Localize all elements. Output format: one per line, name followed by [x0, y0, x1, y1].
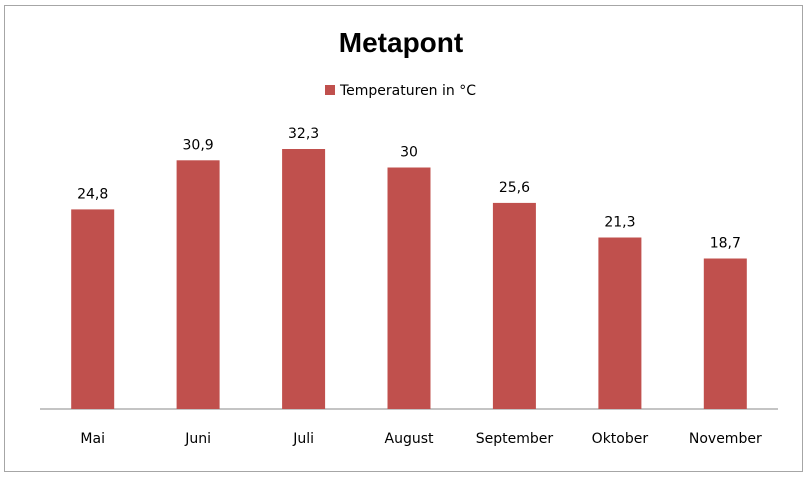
bar-juni — [176, 160, 220, 409]
data-label-november: 18,7 — [710, 236, 741, 252]
legend: Temperaturen in °C — [325, 83, 476, 99]
data-label-august: 30 — [400, 145, 418, 161]
bars-group — [71, 149, 747, 409]
chart-title: Metapont — [339, 27, 463, 58]
bar-september — [492, 202, 536, 409]
data-label-oktober: 21,3 — [604, 215, 635, 231]
bar-november — [703, 258, 747, 409]
x-tick-label-august: August — [385, 431, 435, 447]
legend-label: Temperaturen in °C — [339, 83, 476, 99]
x-tick-label-september: September — [476, 431, 554, 447]
bar-mai — [71, 209, 115, 409]
bar-juli — [282, 149, 326, 409]
legend-swatch — [325, 85, 335, 95]
data-label-juni: 30,9 — [183, 137, 214, 153]
data-label-september: 25,6 — [499, 180, 530, 196]
data-label-mai: 24,8 — [77, 186, 108, 202]
x-tick-label-juni: Juni — [184, 431, 211, 447]
data-labels-group: 24,8 30,9 32,3 30 25,6 21,3 18,7 — [77, 126, 741, 252]
data-label-juli: 32,3 — [288, 126, 319, 142]
x-tick-label-mai: Mai — [80, 431, 105, 447]
bar-oktober — [598, 237, 642, 409]
x-tick-label-oktober: Oktober — [592, 431, 649, 447]
bar-august — [387, 167, 431, 409]
x-tick-label-november: November — [689, 431, 762, 447]
x-tick-label-juli: Juli — [292, 431, 314, 447]
x-tick-labels-group: Mai Juni Juli August September Oktober Novembe… — [80, 431, 762, 447]
